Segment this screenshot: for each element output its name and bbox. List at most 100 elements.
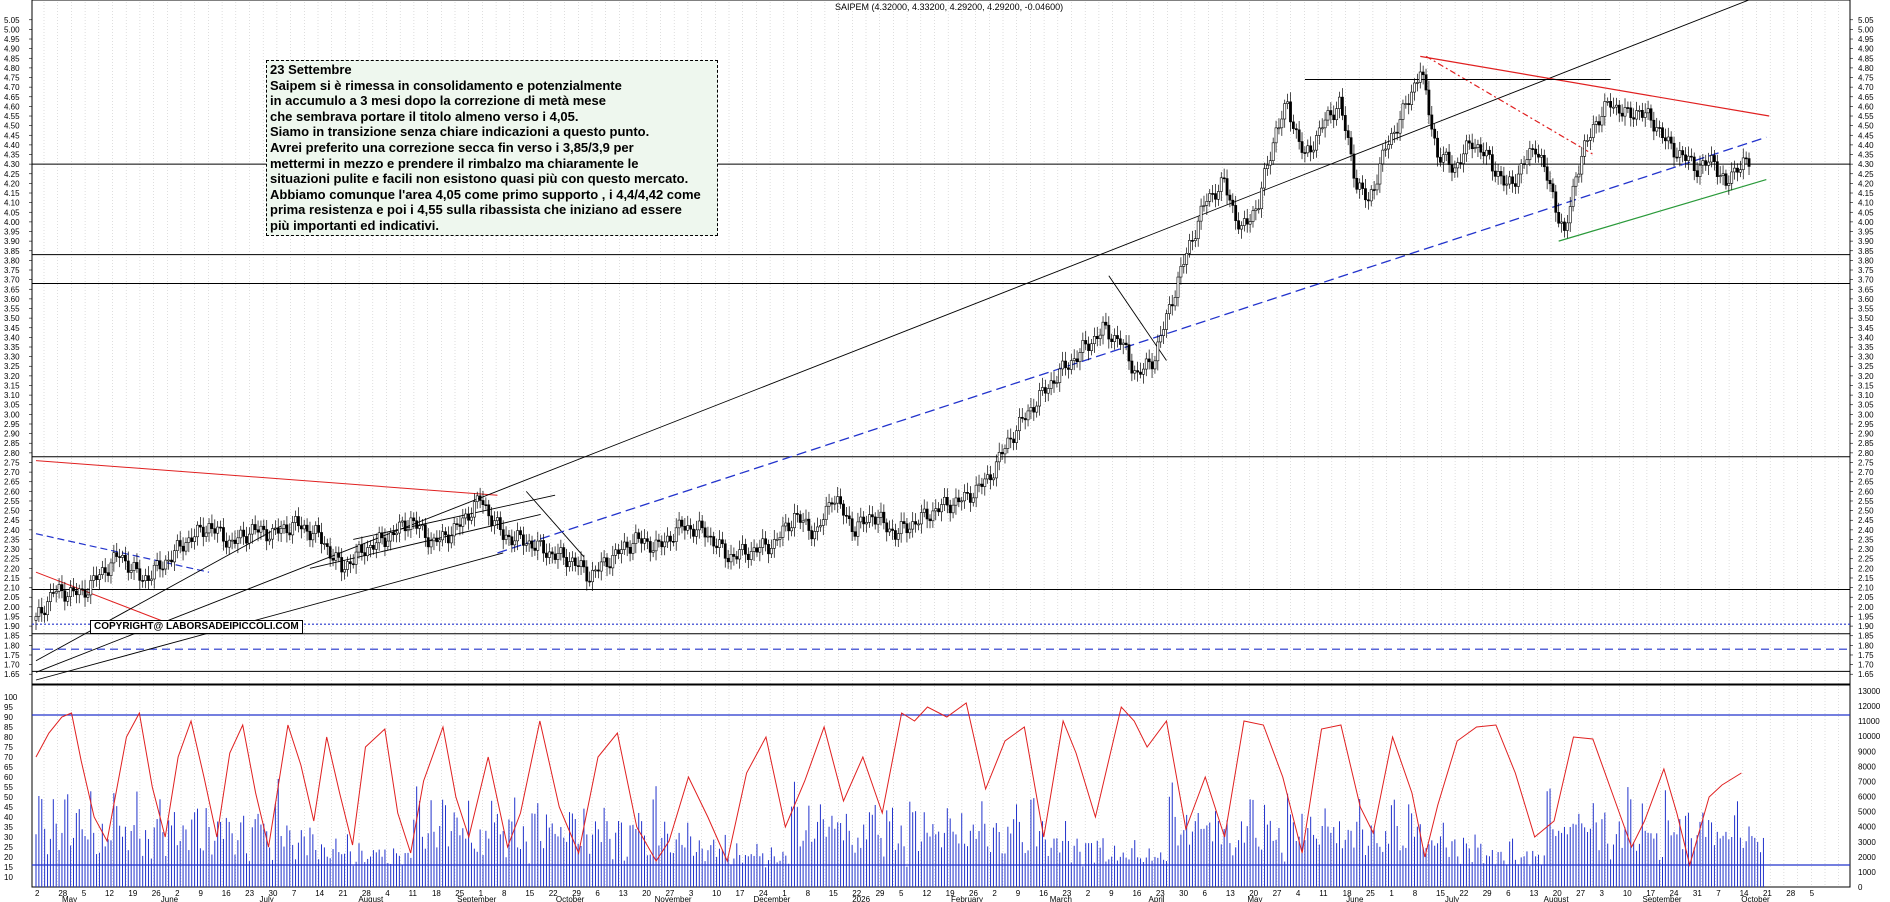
y-tick-label: 2.95 bbox=[4, 420, 20, 429]
candle-body bbox=[121, 554, 124, 558]
candle-body bbox=[876, 517, 880, 525]
y-tick-label: 3.10 bbox=[4, 391, 20, 400]
x-day-label: 15 bbox=[1436, 889, 1445, 898]
y-tick-label: 3.65 bbox=[1858, 285, 1874, 294]
annotation-line: Saipem si è rimessa in consolidamento e … bbox=[270, 77, 622, 93]
x-month-label: April bbox=[1149, 895, 1165, 902]
candle-body bbox=[1744, 157, 1748, 160]
candle-body bbox=[582, 560, 586, 568]
y-tick-label: 3.50 bbox=[4, 314, 20, 323]
indicator-tick-label: 20 bbox=[4, 853, 13, 862]
candle-body bbox=[683, 525, 687, 531]
candle-body bbox=[1349, 137, 1353, 155]
y-tick-label: 2.70 bbox=[1858, 468, 1874, 477]
candle-body bbox=[1692, 156, 1696, 171]
candle-body bbox=[1462, 153, 1465, 164]
candle-body bbox=[611, 555, 615, 569]
candle-body bbox=[1401, 103, 1405, 120]
x-day-label: 2 bbox=[35, 889, 40, 898]
candle-body bbox=[793, 513, 796, 529]
y-tick-label: 1.95 bbox=[1858, 612, 1874, 621]
x-day-label: 20 bbox=[642, 889, 651, 898]
candle-body bbox=[1087, 343, 1091, 351]
candle-body bbox=[1415, 82, 1419, 84]
y-tick-label: 2.40 bbox=[1858, 526, 1874, 535]
candle-body bbox=[92, 575, 96, 581]
candle-body bbox=[291, 522, 295, 536]
candle-body bbox=[475, 495, 479, 502]
y-tick-label: 4.30 bbox=[1858, 160, 1874, 169]
candle-body bbox=[1116, 335, 1119, 340]
y-tick-label: 4.45 bbox=[4, 131, 20, 140]
candle-body bbox=[400, 520, 404, 523]
candle-body bbox=[481, 500, 485, 506]
candle-body bbox=[1283, 103, 1287, 120]
candle-body bbox=[507, 534, 511, 538]
candle-body bbox=[573, 557, 577, 566]
candle-body bbox=[1467, 140, 1471, 144]
candle-body bbox=[1736, 167, 1739, 173]
candle-body bbox=[1516, 173, 1520, 187]
candle-body bbox=[715, 545, 718, 548]
x-day-label: 12 bbox=[105, 889, 114, 898]
candle-body bbox=[527, 540, 531, 545]
candle-body bbox=[1300, 141, 1304, 153]
candle-body bbox=[1470, 142, 1474, 150]
candle-body bbox=[1580, 155, 1584, 175]
y-tick-label: 4.85 bbox=[1858, 54, 1874, 63]
candle-body bbox=[524, 543, 528, 546]
volume-tick-label: 1000 bbox=[1858, 868, 1876, 877]
candle-body bbox=[856, 521, 860, 537]
y-tick-label: 3.50 bbox=[1858, 314, 1874, 323]
candle-body bbox=[98, 574, 101, 580]
candle-body bbox=[1208, 193, 1212, 202]
candle-body bbox=[1747, 158, 1751, 167]
candle-body bbox=[720, 539, 724, 545]
annotation-line: situazioni pulite e facili non esistono … bbox=[270, 171, 689, 187]
candle-body bbox=[963, 492, 967, 502]
candle-body bbox=[72, 587, 75, 592]
candle-body bbox=[190, 537, 194, 542]
candle-body bbox=[1392, 131, 1396, 134]
candle-body bbox=[513, 540, 517, 546]
candle-body bbox=[1323, 119, 1327, 129]
candle-body bbox=[1101, 321, 1105, 336]
candle-body bbox=[147, 575, 150, 581]
candle-body bbox=[34, 616, 38, 621]
candle-body bbox=[1620, 112, 1624, 117]
x-day-label: 23 bbox=[245, 889, 254, 898]
candle-body bbox=[781, 525, 785, 538]
candle-body bbox=[1038, 390, 1041, 407]
candle-body bbox=[637, 532, 641, 539]
y-tick-label: 4.70 bbox=[4, 83, 20, 92]
candle-body bbox=[273, 527, 277, 530]
x-day-label: 16 bbox=[1039, 889, 1048, 898]
candle-body bbox=[138, 568, 142, 581]
candle-body bbox=[1297, 129, 1301, 142]
candle-body bbox=[821, 519, 825, 526]
candle-body bbox=[109, 562, 113, 576]
x-day-label: 23 bbox=[1062, 889, 1071, 898]
candle-body bbox=[937, 508, 941, 513]
x-day-label: 17 bbox=[736, 889, 745, 898]
candle-body bbox=[839, 496, 843, 505]
candle-body bbox=[643, 538, 646, 544]
candle-body bbox=[738, 549, 742, 560]
candle-body bbox=[1182, 264, 1186, 267]
candle-body bbox=[1251, 210, 1255, 222]
candle-body bbox=[213, 528, 217, 534]
candle-body bbox=[594, 569, 597, 572]
candle-body bbox=[317, 525, 321, 533]
candle-body bbox=[980, 483, 984, 487]
candle-body bbox=[216, 526, 220, 534]
x-day-label: 4 bbox=[385, 889, 390, 898]
candle-body bbox=[363, 552, 367, 557]
x-month-label: October bbox=[556, 895, 585, 902]
y-tick-label: 3.25 bbox=[4, 362, 20, 371]
candle-body bbox=[997, 451, 1001, 463]
candle-body bbox=[207, 523, 211, 534]
candle-body bbox=[833, 502, 837, 505]
indicator-tick-label: 25 bbox=[4, 843, 13, 852]
candle-body bbox=[640, 538, 644, 544]
candle-body bbox=[810, 530, 814, 540]
